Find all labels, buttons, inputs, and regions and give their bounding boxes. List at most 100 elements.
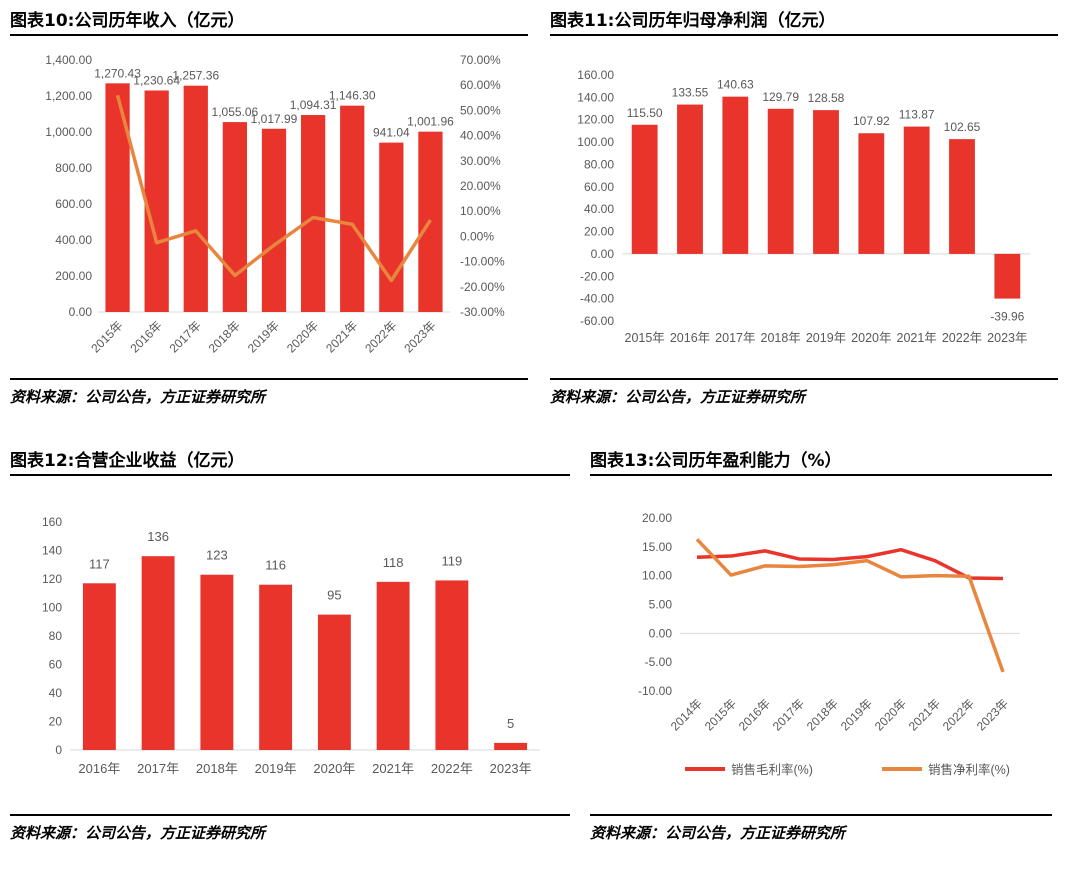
y-tick-label: -5.00 (645, 655, 673, 669)
y2-tick-label: -10.00% (460, 255, 505, 269)
x-tick-label: 2018年 (196, 761, 238, 776)
bar (379, 142, 404, 312)
x-tick-label: 2023年 (987, 331, 1027, 345)
x-tick-label: 2021年 (372, 761, 414, 776)
bar (183, 85, 208, 312)
bar (677, 104, 703, 254)
panel-title: 图表11:公司历年归母净利润（亿元） (550, 11, 836, 31)
x-tick-label: 2021年 (323, 318, 360, 355)
y-tick-label: 400.00 (55, 233, 92, 247)
y-tick-label: 800.00 (55, 161, 92, 175)
bar (494, 742, 528, 750)
bar (994, 253, 1021, 299)
bar (813, 110, 839, 254)
x-tick-label: 2021年 (906, 696, 943, 733)
panel-revenue: 图表10:公司历年收入（亿元） 0.00 200.00 400.00 600.00 80… (10, 0, 530, 420)
data-label: 1,146.30 (329, 89, 376, 103)
bar (903, 126, 930, 254)
y2-tick-label: 40.00% (460, 129, 501, 143)
title-rule (550, 34, 1058, 36)
y2-tick-label: 0.00% (460, 229, 494, 243)
data-label: 107.92 (853, 114, 890, 128)
x-tick-label: 2018年 (804, 696, 841, 733)
data-label: 118 (383, 555, 404, 570)
panel-title: 图表12:合营企业收益（亿元） (10, 451, 245, 471)
title-rule (590, 474, 1052, 476)
y-tick-label: 0 (55, 743, 62, 757)
data-label: 119 (442, 553, 463, 568)
x-tick-label: 2017年 (715, 331, 755, 345)
bar (767, 108, 794, 254)
y-tick-label: 140.00 (577, 90, 614, 104)
data-label: 129.79 (762, 90, 799, 104)
data-label: 1,270.43 (94, 66, 141, 80)
data-label: 123 (206, 548, 228, 563)
x-tick-label: 2022年 (940, 696, 977, 733)
legend-label: 销售净利率(%) (928, 762, 1010, 777)
bar (435, 580, 469, 750)
data-label: 1,055.06 (212, 105, 259, 119)
bar (340, 105, 365, 312)
y-tick-label: 160 (42, 515, 62, 529)
data-label: 1,001.96 (407, 115, 454, 129)
data-label: 5 (507, 716, 514, 731)
jv-income-chart: 0 20 40 60 80 100 120 140 160 117 2016年 136 2017年 123… (42, 515, 540, 776)
x-tick-label: 2017年 (137, 761, 179, 776)
x-tick-label: 2019年 (245, 318, 282, 355)
data-label: 102.65 (944, 120, 981, 134)
y-tick-label: 0.00 (69, 305, 93, 319)
net-margin-line (695, 538, 1005, 673)
data-label: 941.04 (373, 126, 410, 140)
data-label: 1,094.31 (290, 98, 337, 112)
y-tick-label: 1,400.00 (45, 53, 92, 67)
x-tick-label: 2014年 (668, 696, 705, 733)
y-tick-label: 40.00 (584, 202, 614, 216)
panel-profitability: 图表13:公司历年盈利能力（%） -10.00 -5.00 0.00 5.00 10.0… (590, 440, 1070, 860)
revenue-chart: 0.00 200.00 400.00 600.00 800.00 1,000.00 1,20… (45, 53, 505, 355)
y2-tick-label: 70.00% (460, 53, 501, 67)
y-tick-label: 20.00 (584, 225, 614, 239)
y-tick-label: 160.00 (577, 68, 614, 82)
data-label: 136 (147, 529, 169, 544)
x-tick-label: 2022年 (362, 318, 399, 355)
y-tick-label: -40.00 (580, 292, 614, 306)
bar (144, 90, 169, 312)
title-rule (10, 474, 570, 476)
y2-tick-label: 30.00% (460, 154, 501, 168)
x-tick-label: 2016年 (736, 696, 773, 733)
y-tick-label: 0.00 (591, 247, 615, 261)
x-tick-label: 2021年 (897, 331, 937, 345)
x-tick-label: 2016年 (670, 331, 710, 345)
y-tick-label: 40 (49, 686, 63, 700)
bar (261, 128, 287, 312)
y-tick-label: -10.00 (638, 684, 672, 698)
x-tick-label: 2022年 (431, 761, 473, 776)
y-tick-label: 20 (49, 715, 63, 729)
y2-tick-label: 20.00% (460, 179, 501, 193)
y-tick-label: 20.00 (642, 511, 672, 525)
x-tick-label: 2015年 (702, 696, 739, 733)
data-label: 117 (89, 556, 110, 571)
x-tick-label: 2017年 (770, 696, 807, 733)
y-tick-label: 60 (49, 658, 63, 672)
y-tick-label: -60.00 (580, 314, 614, 328)
y-tick-label: 600.00 (55, 197, 92, 211)
data-label: 1,257.36 (172, 69, 219, 83)
x-tick-label: 2019年 (838, 696, 875, 733)
x-tick-label: 2020年 (284, 318, 321, 355)
data-label: 1,230.64 (133, 73, 180, 87)
data-label: 128.58 (808, 91, 845, 105)
bar (317, 614, 351, 750)
y-tick-label: 15.00 (642, 540, 672, 554)
y2-tick-label: 60.00% (460, 78, 501, 92)
x-tick-label: 2023年 (490, 761, 532, 776)
y2-tick-label: -20.00% (460, 280, 505, 294)
y-tick-label: 0.00 (649, 626, 673, 640)
data-label: 113.87 (899, 108, 935, 122)
x-tick-label: 2016年 (128, 318, 165, 355)
data-label: -39.96 (990, 310, 1024, 324)
data-label: 140.63 (717, 78, 754, 92)
y2-tick-label: 10.00% (460, 204, 501, 218)
source-note: 资料来源：公司公告，方正证券研究所 (550, 388, 806, 406)
x-tick-label: 2017年 (167, 318, 204, 355)
